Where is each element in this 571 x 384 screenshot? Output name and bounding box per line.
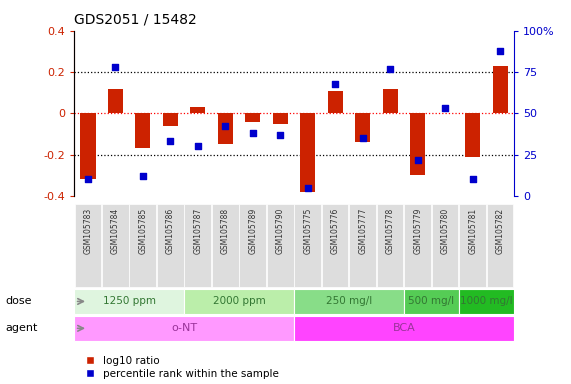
Bar: [328, 91, 343, 113]
Text: GSM105784: GSM105784: [111, 208, 120, 254]
Bar: [190, 107, 206, 113]
Point: [385, 66, 395, 72]
Point: [413, 156, 423, 162]
Text: GSM105782: GSM105782: [496, 208, 505, 254]
Bar: [459, 289, 514, 314]
Text: GSM105778: GSM105778: [386, 208, 395, 254]
Text: GSM105785: GSM105785: [138, 208, 147, 254]
Text: GSM105781: GSM105781: [468, 208, 477, 254]
Bar: [267, 204, 293, 287]
Bar: [493, 66, 508, 113]
Bar: [135, 113, 151, 148]
Text: 500 mg/l: 500 mg/l: [408, 296, 455, 306]
Bar: [355, 113, 371, 142]
Point: [194, 143, 203, 149]
Bar: [184, 289, 294, 314]
Bar: [163, 113, 178, 126]
Bar: [410, 113, 425, 175]
Point: [358, 135, 367, 141]
Bar: [404, 289, 459, 314]
Bar: [294, 316, 514, 341]
Bar: [74, 204, 101, 287]
Bar: [74, 289, 184, 314]
Bar: [465, 113, 480, 157]
Text: dose: dose: [6, 296, 32, 306]
Text: GSM105789: GSM105789: [248, 208, 258, 254]
Bar: [239, 204, 266, 287]
Bar: [322, 204, 348, 287]
Text: o-NT: o-NT: [171, 323, 197, 333]
Point: [303, 185, 312, 191]
Bar: [157, 204, 184, 287]
Bar: [459, 204, 486, 287]
Bar: [246, 113, 260, 121]
Text: GSM105783: GSM105783: [83, 208, 93, 254]
Text: 1250 ppm: 1250 ppm: [103, 296, 156, 306]
Point: [276, 132, 285, 138]
Bar: [102, 204, 128, 287]
Point: [496, 48, 505, 54]
Text: GSM105779: GSM105779: [413, 208, 422, 254]
Text: GDS2051 / 15482: GDS2051 / 15482: [74, 13, 197, 27]
Text: GSM105788: GSM105788: [221, 208, 230, 254]
Bar: [404, 204, 431, 287]
Bar: [349, 204, 376, 287]
Point: [138, 173, 147, 179]
Bar: [81, 113, 95, 179]
Bar: [377, 204, 404, 287]
Point: [331, 81, 340, 87]
Bar: [486, 204, 513, 287]
Point: [166, 138, 175, 144]
Text: GSM105790: GSM105790: [276, 208, 285, 254]
Bar: [300, 113, 315, 192]
Bar: [432, 204, 459, 287]
Point: [83, 176, 93, 182]
Legend: log10 ratio, percentile rank within the sample: log10 ratio, percentile rank within the …: [79, 356, 279, 379]
Text: GSM105786: GSM105786: [166, 208, 175, 254]
Text: GSM105777: GSM105777: [358, 208, 367, 254]
Text: GSM105776: GSM105776: [331, 208, 340, 254]
Bar: [130, 204, 156, 287]
Bar: [218, 113, 233, 144]
Bar: [273, 113, 288, 124]
Text: 2000 ppm: 2000 ppm: [213, 296, 266, 306]
Text: agent: agent: [6, 323, 38, 333]
Bar: [74, 316, 294, 341]
Bar: [294, 204, 321, 287]
Text: 1000 mg/l: 1000 mg/l: [460, 296, 513, 306]
Point: [221, 123, 230, 129]
Point: [441, 105, 450, 111]
Bar: [184, 204, 211, 287]
Point: [248, 130, 258, 136]
Text: BCA: BCA: [393, 323, 415, 333]
Bar: [108, 89, 123, 113]
Text: GSM105787: GSM105787: [194, 208, 202, 254]
Bar: [212, 204, 239, 287]
Point: [111, 64, 120, 70]
Text: 250 mg/l: 250 mg/l: [326, 296, 372, 306]
Text: GSM105780: GSM105780: [441, 208, 450, 254]
Point: [468, 176, 477, 182]
Bar: [294, 289, 404, 314]
Bar: [383, 89, 398, 113]
Text: GSM105775: GSM105775: [303, 208, 312, 254]
